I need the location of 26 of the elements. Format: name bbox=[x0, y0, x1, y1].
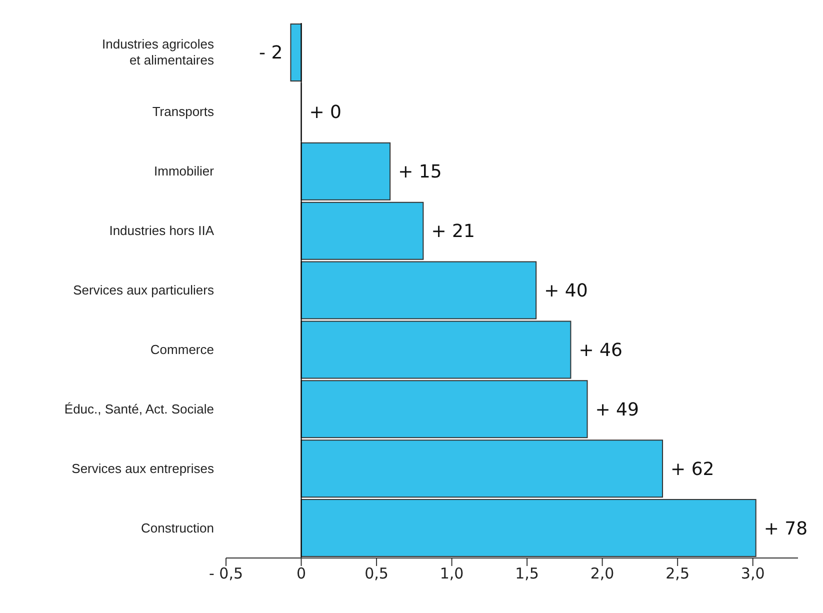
annotation: - 2 bbox=[259, 42, 283, 64]
annotation: + 46 bbox=[578, 340, 622, 361]
y-tick-label: Transports bbox=[152, 104, 214, 120]
x-tick-label: 1,0 bbox=[440, 564, 464, 583]
y-tick-label: Immobilier bbox=[154, 164, 215, 179]
x-tick-label: 0,5 bbox=[364, 564, 388, 583]
y-tick-label: Commerce bbox=[150, 342, 214, 357]
y-tick-label: Services aux entreprises bbox=[72, 460, 214, 476]
annotation: + 78 bbox=[764, 518, 808, 540]
annotation: + 40 bbox=[544, 280, 588, 302]
y-tick-label: Construction bbox=[141, 520, 214, 536]
y-tick-label: Éduc., Santé, Act. Sociale bbox=[64, 401, 214, 416]
x-tick-label: 3,0 bbox=[740, 564, 765, 583]
y-tick-label: Industries hors IIA bbox=[109, 223, 214, 238]
x-tick-label: 2,5 bbox=[666, 564, 690, 583]
annotation: + 62 bbox=[670, 458, 714, 480]
annotation: + 0 bbox=[309, 102, 342, 124]
x-tick-label: 1,5 bbox=[515, 564, 539, 583]
annotation: + 49 bbox=[595, 399, 639, 420]
x-tick-label: 2,0 bbox=[590, 564, 614, 583]
annotation: + 21 bbox=[431, 221, 475, 242]
annotation: + 15 bbox=[398, 162, 442, 183]
y-tick-label: Services aux particuliers bbox=[73, 282, 214, 298]
x-tick-label: - 0,5 bbox=[208, 564, 244, 583]
y-tick-label: Industries agricoles et alimentaires bbox=[102, 36, 214, 68]
x-tick-label: 0 bbox=[296, 564, 306, 583]
